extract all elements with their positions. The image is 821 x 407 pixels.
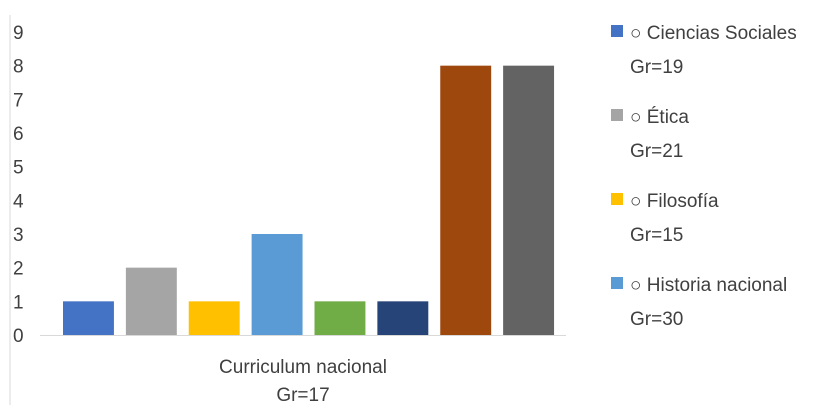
y-tick-label: 0 [13, 326, 24, 347]
y-tick-label: 3 [13, 225, 24, 246]
bar-series-3 [188, 301, 240, 335]
bar-series-5 [314, 301, 366, 335]
y-tick-label: 1 [13, 292, 24, 313]
bar-series-6 [377, 301, 429, 335]
bar-series-1 [63, 301, 114, 335]
legend-label: ○ Filosofía Gr=15 [630, 191, 719, 246]
chart-legend: ○ Ciencias Sociales Gr=19 ○ Ética Gr=21 ○ … [611, 14, 816, 350]
legend-label: ○ Ciencias Sociales Gr=19 [630, 23, 797, 78]
legend-label: ○ Ética Gr=21 [630, 107, 689, 162]
legend-swatch [611, 193, 623, 205]
legend-item: ○ Ciencias Sociales Gr=19 [611, 14, 816, 98]
bar-series-4 [251, 234, 303, 335]
legend-item: ○ Historia nacional Gr=30 [611, 266, 816, 350]
legend-swatch [611, 25, 623, 37]
bar-series-8 [503, 65, 555, 336]
y-tick-label: 9 [13, 23, 24, 44]
y-tick-label: 7 [13, 90, 24, 111]
bar-series-2 [125, 267, 177, 335]
y-tick-label: 6 [13, 124, 24, 145]
y-tick-label: 8 [13, 57, 24, 78]
legend-swatch [611, 109, 623, 121]
legend-swatch [611, 277, 623, 289]
y-tick-label: 4 [13, 191, 24, 212]
legend-label: ○ Historia nacional Gr=30 [630, 275, 788, 330]
y-tick-label: 2 [13, 259, 24, 280]
bar-series-7 [440, 65, 492, 336]
y-tick-label: 5 [13, 158, 24, 179]
legend-item: ○ Ética Gr=21 [611, 98, 816, 182]
legend-item: ○ Filosofía Gr=15 [611, 182, 816, 266]
x-category-label: Curriculum nacional Gr=17 [219, 357, 387, 406]
